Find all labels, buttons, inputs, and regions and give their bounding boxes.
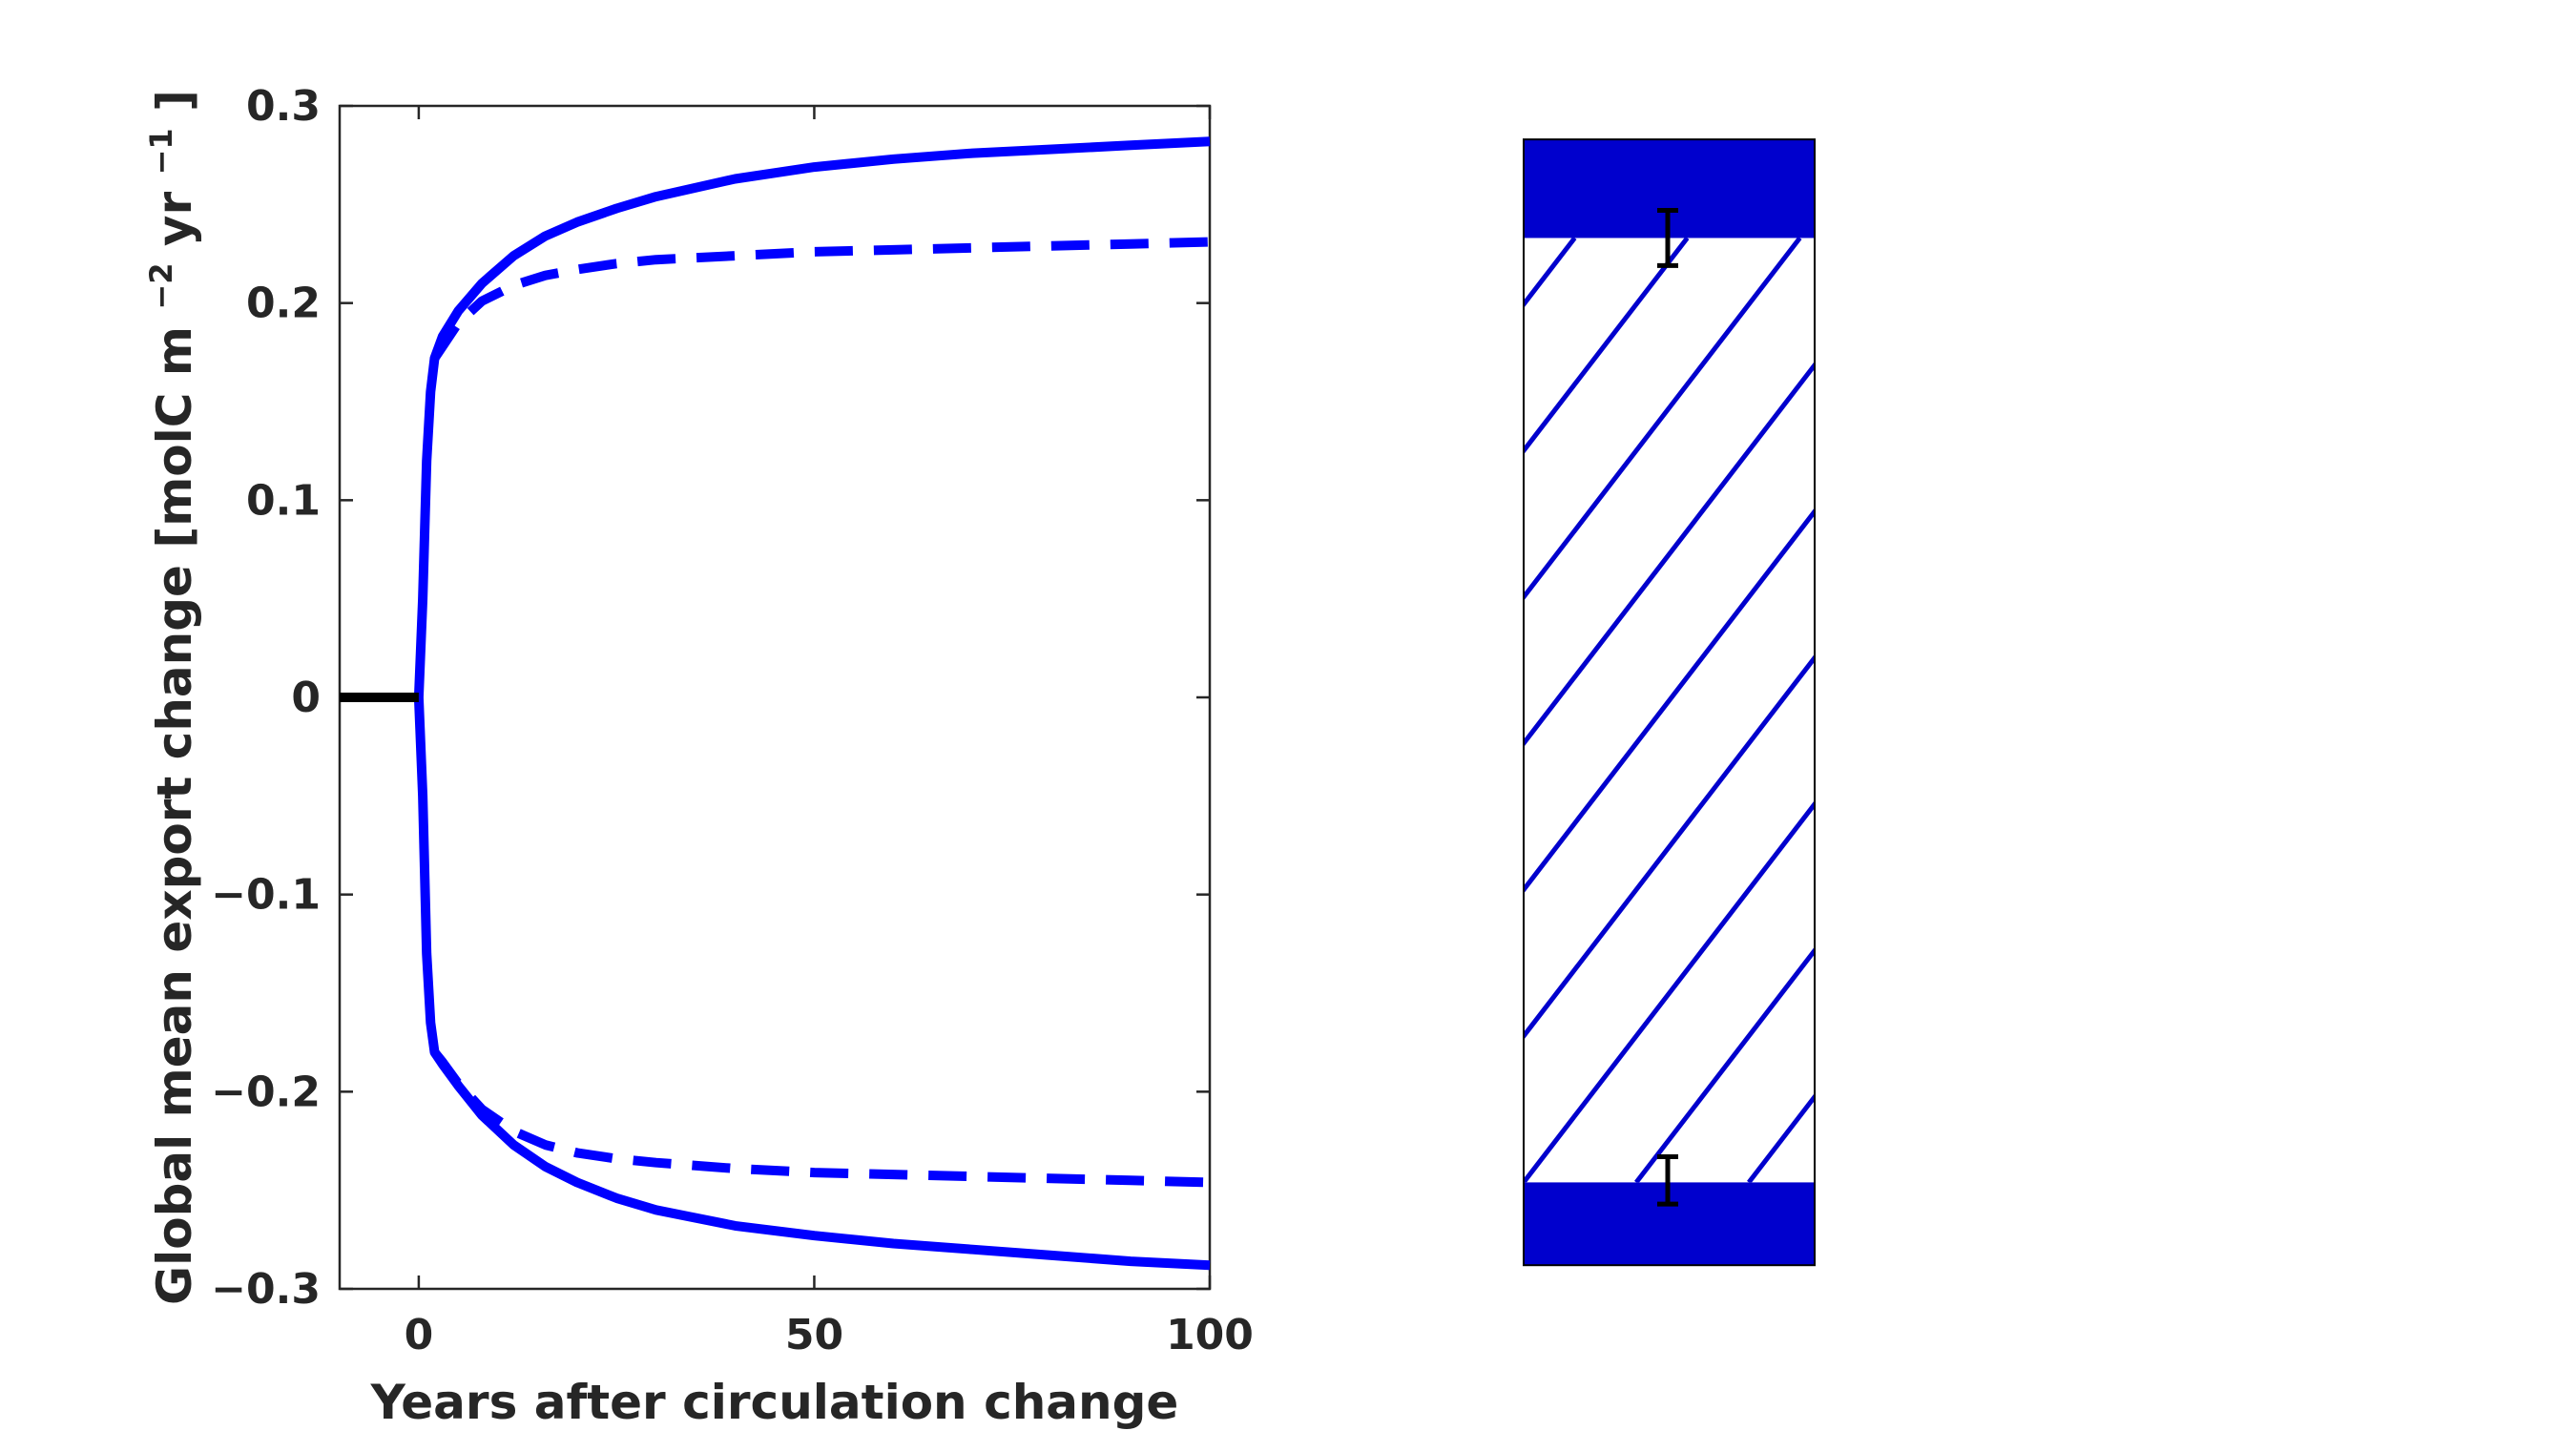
hatch-line (1524, 653, 1815, 1041)
error-bar-2 (1657, 1154, 1678, 1207)
y-axis-title: Global mean export change [molC m −2 yr … (128, 90, 202, 1305)
y-axis-title-end: ] (147, 90, 202, 112)
y-tick-label: 0.2 (246, 280, 321, 328)
x-tick-label: 100 (1166, 1311, 1254, 1359)
line-chart: −0.3 −0.2 −0.1 0 0.1 0.2 0.3 0 50 100 Years afte… (128, 82, 1254, 1430)
line-chart-axes-box (338, 104, 1212, 1291)
hatch-line (623, 238, 1349, 1182)
x-tick-label: 0 (405, 1311, 434, 1359)
hatch-line (398, 238, 1124, 1182)
hatch-line (2087, 238, 2576, 1182)
y-tick-label: 0 (291, 674, 321, 722)
bar-outline (1523, 138, 1816, 1267)
hatch-line (510, 238, 1236, 1182)
hatch-line (173, 238, 899, 1182)
y-tick-label: −0.1 (211, 871, 321, 920)
hatch-line (736, 238, 1462, 1182)
hatch-line (1524, 799, 1815, 1183)
series-layer (340, 136, 1211, 1271)
hatch-line (2537, 238, 2576, 1182)
hatch-line (1634, 946, 1815, 1183)
bar-error-bars (1657, 208, 1678, 1207)
hatch-line (285, 238, 1011, 1182)
hatch-line (1747, 1092, 1815, 1183)
y-axis-title-mid: yr (147, 191, 202, 246)
series-line-2 (430, 237, 1211, 362)
x-axis-title: Years after circulation change (370, 1375, 1179, 1430)
y-axis-ticks: −0.3 −0.2 −0.1 0 0.1 0.2 0.3 (211, 82, 1210, 1314)
hatch-line (1524, 238, 1577, 309)
hatch-line (2199, 238, 2576, 1182)
hatch-line (1861, 238, 2576, 1182)
y-tick-label: 0.1 (246, 476, 321, 525)
hatch-line (1974, 238, 2576, 1182)
x-axis-ticks: 0 50 100 (405, 106, 1254, 1359)
series-line-3 (413, 696, 1211, 1271)
hatch-line (1524, 238, 1802, 601)
y-axis-title-exponent-1: −2 (143, 263, 179, 310)
hatch-line (2312, 238, 2576, 1182)
range-bar-chart (173, 138, 2576, 1267)
y-tick-label: 0.3 (246, 82, 321, 131)
y-tick-label: −0.2 (211, 1068, 321, 1116)
series-line-1 (413, 136, 1211, 698)
hatch-line (1524, 507, 1815, 894)
series-line-4 (430, 1048, 1211, 1188)
y-tick-label: −0.3 (211, 1265, 321, 1314)
y-axis-title-main: Global mean export change [molC m (147, 326, 202, 1305)
x-tick-label: 50 (785, 1311, 843, 1359)
hatch-line (1524, 238, 1690, 455)
bar-hatched-band (173, 238, 2576, 1183)
error-bar-1 (1657, 208, 1678, 268)
hatch-line (2424, 238, 2576, 1182)
hatch-line (1524, 361, 1815, 748)
y-axis-title-exponent-2: −1 (143, 128, 179, 175)
